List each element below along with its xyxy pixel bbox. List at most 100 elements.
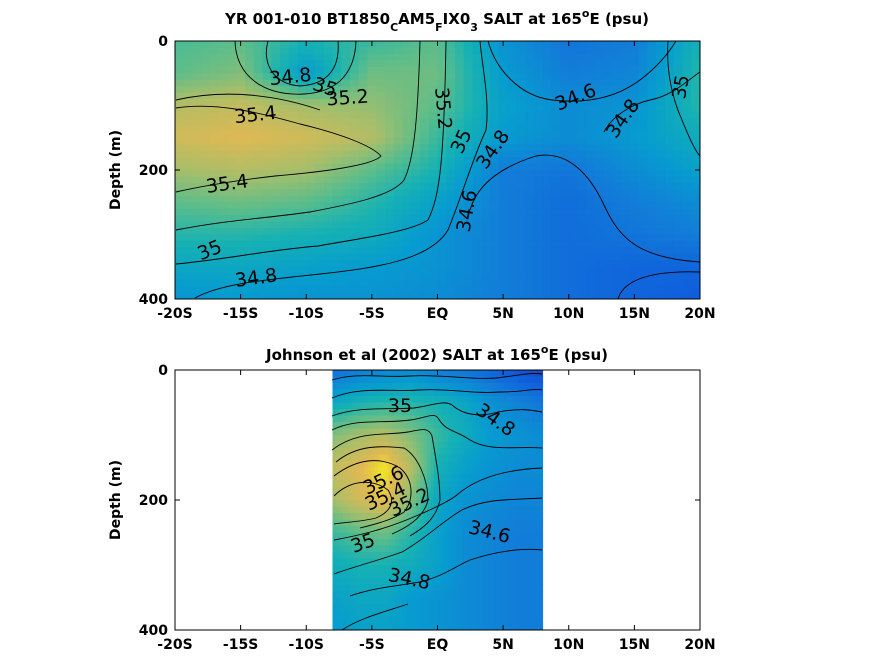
salinity-cell <box>385 234 395 242</box>
salinity-cell <box>493 461 498 469</box>
salinity-cell <box>306 60 316 68</box>
salinity-cell <box>535 467 540 475</box>
salinity-cell <box>462 370 467 378</box>
salinity-cell <box>341 66 351 74</box>
salinity-cell <box>378 383 383 391</box>
salinity-cell <box>332 461 337 469</box>
salinity-cell <box>253 260 264 268</box>
salinity-cell <box>210 253 220 261</box>
salinity-cell <box>682 221 692 229</box>
salinity-cell <box>472 228 482 236</box>
salinity-cell <box>378 461 383 469</box>
salinity-cell <box>332 189 342 197</box>
salinity-cell <box>500 402 505 410</box>
salinity-cell <box>427 526 432 534</box>
salinity-cell <box>306 170 316 178</box>
salinity-cell <box>437 208 447 216</box>
salinity-cell <box>516 170 526 178</box>
salinity-cell <box>411 111 421 119</box>
salinity-cell <box>682 157 692 165</box>
salinity-cell <box>568 144 579 152</box>
salinity-cell <box>175 137 185 145</box>
salinity-cell <box>434 370 439 378</box>
salinity-cell <box>332 610 337 618</box>
salinity-cell <box>423 526 428 534</box>
salinity-cell <box>306 240 316 248</box>
salinity-cell <box>455 247 465 255</box>
salinity-cell <box>486 519 491 527</box>
salinity-cell <box>297 273 307 281</box>
salinity-cell <box>183 53 194 61</box>
salinity-cell <box>399 448 404 456</box>
salinity-cell <box>647 286 657 294</box>
salinity-cell <box>560 79 570 87</box>
salinity-cell <box>350 86 360 94</box>
salinity-cell <box>451 584 456 592</box>
salinity-cell <box>357 552 362 560</box>
salinity-cell <box>472 240 482 248</box>
salinity-cell <box>504 539 509 547</box>
salinity-cell <box>437 532 442 540</box>
salinity-cell <box>420 118 430 126</box>
salinity-cell <box>406 389 411 397</box>
salinity-cell <box>500 422 505 430</box>
salinity-cell <box>297 41 307 49</box>
salinity-cell <box>479 409 484 417</box>
salinity-cell <box>253 144 264 152</box>
salinity-cell <box>367 487 372 495</box>
salinity-cell <box>227 60 237 68</box>
salinity-cell <box>455 389 460 397</box>
salinity-cell <box>455 111 465 119</box>
salinity-cell <box>462 610 467 618</box>
salinity-cell <box>481 53 491 61</box>
salinity-cell <box>521 526 526 534</box>
salinity-cell <box>497 454 502 462</box>
salinity-cell <box>402 273 412 281</box>
salinity-cell <box>406 604 411 612</box>
salinity-cell <box>350 131 360 139</box>
salinity-cell <box>378 506 383 514</box>
salinity-cell <box>682 189 692 197</box>
salinity-cell <box>315 260 325 268</box>
salinity-cell <box>423 435 428 443</box>
salinity-cell <box>497 591 502 599</box>
salinity-cell <box>378 623 383 630</box>
salinity-cell <box>551 41 561 49</box>
contour-line <box>331 415 543 449</box>
salinity-cell <box>451 500 456 508</box>
salinity-cell <box>504 480 509 488</box>
salinity-cell <box>462 422 467 430</box>
salinity-cell <box>483 435 488 443</box>
salinity-cell <box>376 53 386 61</box>
salinity-cell <box>371 578 376 586</box>
salinity-cell <box>358 47 369 55</box>
salinity-cell <box>437 163 447 171</box>
salinity-cell <box>420 428 425 436</box>
salinity-cell <box>507 500 512 508</box>
salinity-cell <box>210 202 220 210</box>
salinity-cell <box>381 454 386 462</box>
salinity-cell <box>315 111 325 119</box>
salinity-cell <box>533 182 544 190</box>
salinity-cell <box>483 571 488 579</box>
salinity-cell <box>332 92 342 100</box>
salinity-cell <box>577 118 587 126</box>
salinity-cell <box>455 558 460 566</box>
salinity-cell <box>437 552 442 560</box>
salinity-cell <box>455 228 465 236</box>
salinity-cell <box>463 118 474 126</box>
salinity-cell <box>441 617 446 625</box>
salinity-cell <box>525 79 535 87</box>
salinity-cell <box>560 53 570 61</box>
salinity-cell <box>532 597 537 605</box>
salinity-cell <box>376 150 386 158</box>
salinity-cell <box>236 105 246 113</box>
salinity-cell <box>481 279 491 287</box>
salinity-cell <box>465 623 470 630</box>
salinity-cell <box>568 150 579 158</box>
salinity-cell <box>446 182 456 190</box>
salinity-cell <box>458 597 463 605</box>
salinity-cell <box>551 47 561 55</box>
salinity-cell <box>360 513 365 521</box>
salinity-cell <box>458 584 463 592</box>
